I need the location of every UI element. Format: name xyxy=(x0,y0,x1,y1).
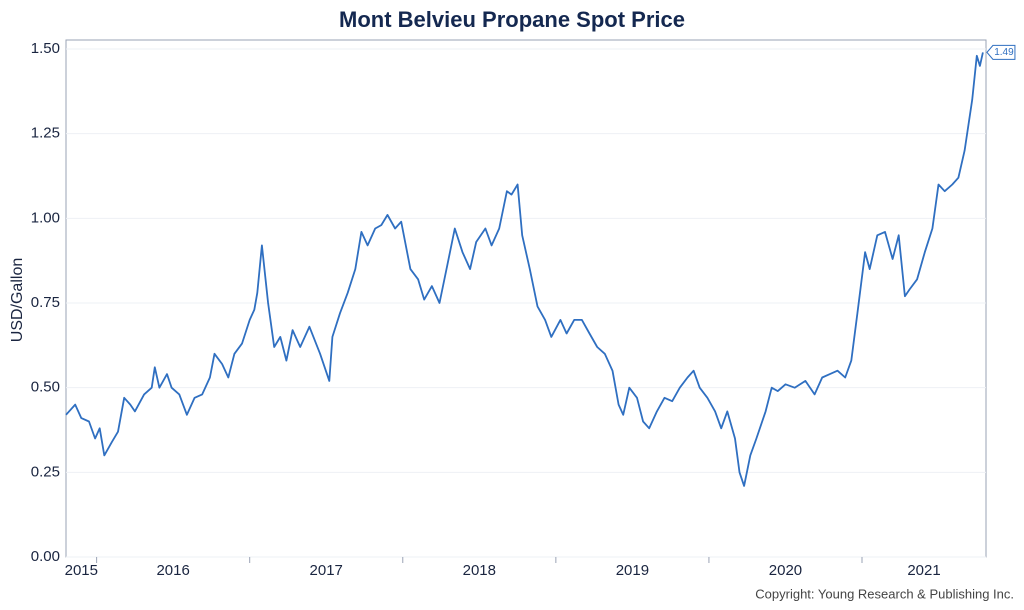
y-tick-label: 0.00 xyxy=(31,548,60,565)
x-tick-label: 2017 xyxy=(310,562,343,579)
annotation-box xyxy=(986,44,1016,60)
y-tick-label: 1.50 xyxy=(31,40,60,57)
y-axis-label: USD/Gallon xyxy=(9,258,26,342)
y-tick-label: 0.25 xyxy=(31,463,60,480)
annotation: 1.49 xyxy=(994,47,1014,58)
y-tick-label: 0.50 xyxy=(31,379,60,396)
x-tick-label: 2021 xyxy=(907,562,940,579)
y-tick-label: 1.00 xyxy=(31,209,60,226)
price-line xyxy=(65,52,984,487)
x-tick-label: 2020 xyxy=(769,562,802,579)
x-tick-label: 2018 xyxy=(463,562,496,579)
chart-title: Mont Belvieu Propane Spot Price xyxy=(339,7,685,32)
plot-frame xyxy=(65,39,987,558)
x-tick-label: 2015 xyxy=(65,562,98,579)
y-tick-label: 0.75 xyxy=(31,294,60,311)
x-tick-label: 2019 xyxy=(616,562,649,579)
x-tick-label: 2016 xyxy=(156,562,189,579)
y-tick-label: 1.25 xyxy=(31,125,60,142)
copyright: Copyright: Young Research & Publishing I… xyxy=(755,586,1014,601)
